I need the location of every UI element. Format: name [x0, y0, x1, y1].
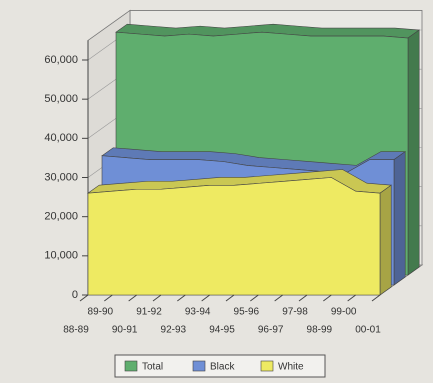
legend-label: Total: [142, 362, 163, 373]
x-tick: [104, 294, 113, 302]
x-tick-label: 96-97: [258, 325, 284, 336]
x-tick-label: 98-99: [307, 325, 333, 336]
x-tick: [274, 294, 283, 302]
area: [87, 177, 381, 296]
x-tick: [177, 294, 186, 302]
legend-swatch: [260, 360, 274, 372]
y-tick-label: 0: [72, 289, 78, 301]
legend-label: Black: [210, 362, 235, 373]
x-tick-label: 91-92: [136, 307, 162, 318]
legend-label: White: [278, 362, 304, 373]
x-tick: [371, 294, 381, 302]
x-tick: [298, 294, 308, 302]
area-side: [407, 29, 420, 276]
x-tick: [347, 294, 356, 302]
area-side: [393, 151, 406, 286]
legend-swatch: [124, 360, 138, 372]
y-tick-label: 40,000: [44, 132, 78, 144]
x-tick-label: 00-01: [355, 325, 381, 336]
legend-swatch: [192, 360, 206, 372]
x-tick-label: 88-89: [63, 325, 89, 336]
y-tick-label: 30,000: [44, 171, 78, 183]
x-tick-label: 90-91: [112, 325, 138, 336]
x-tick-label: 93-94: [185, 307, 211, 318]
x-tick: [79, 294, 89, 302]
x-tick-label: 99-00: [331, 307, 357, 318]
x-tick: [323, 294, 332, 302]
x-tick-label: 92-93: [161, 325, 187, 336]
legend-box: [114, 354, 326, 378]
x-tick-label: 94-95: [209, 325, 235, 336]
x-tick: [250, 294, 259, 302]
x-tick: [152, 294, 162, 302]
y-tick-label: 50,000: [44, 93, 78, 105]
y-tick-label: 10,000: [44, 250, 78, 262]
area-side: [379, 184, 392, 296]
y-tick-label: 20,000: [44, 211, 78, 223]
x-tick: [225, 294, 235, 302]
x-tick-label: 97-98: [282, 307, 308, 318]
x-tick: [128, 294, 137, 302]
x-tick-label: 95-96: [234, 307, 260, 318]
x-tick: [201, 294, 210, 302]
x-tick-label: 89-90: [88, 307, 114, 318]
y-tick-label: 60,000: [44, 54, 78, 66]
